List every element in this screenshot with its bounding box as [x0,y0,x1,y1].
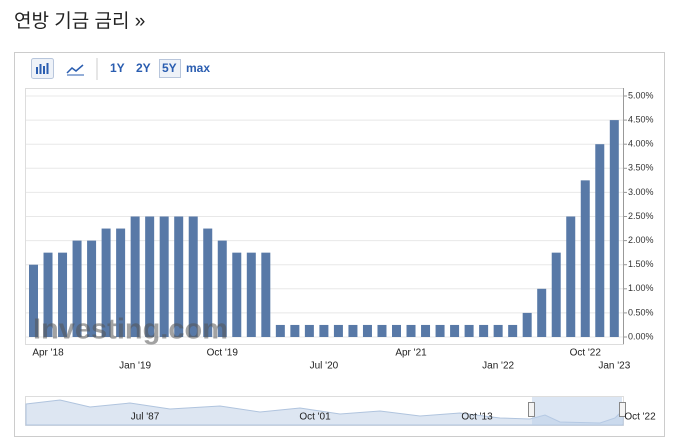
x-tick-label: Jan '22 [482,361,514,372]
bar [595,144,605,337]
x-tick-label: Apr '18 [32,348,64,359]
bar-chart-button[interactable] [31,58,54,79]
bar [72,240,82,337]
y-tick-label: 1.00% [628,283,654,293]
chart-title: 연방 기금 금리 » [14,10,145,32]
bar [333,324,343,337]
bar [275,324,285,337]
bar [188,216,198,337]
y-tick-label: 0.50% [628,307,654,317]
y-tick-label: 5.00% [628,90,654,100]
bar [159,216,169,337]
range-button[interactable]: max [186,61,210,75]
y-tick-label: 1.50% [628,259,654,269]
y-tick-label: 2.00% [628,235,654,245]
bar [58,252,68,337]
bar [43,252,53,337]
bar [116,228,126,337]
y-tick-label: 3.00% [628,187,654,197]
bar [609,120,619,337]
x-tick-label: Jan '19 [119,361,151,372]
bar [29,264,38,337]
navigator-label: Oct '22 [624,412,656,423]
x-tick-label: Jul '20 [310,361,339,372]
y-tick-label: 0.00% [628,331,654,341]
bar [377,324,387,337]
bar [522,312,532,337]
bar [406,324,416,337]
navigator-window[interactable] [532,397,622,425]
y-tick-label: 4.50% [628,114,654,124]
bar [232,252,242,337]
navigator-label: Oct '13 [461,412,493,423]
bar [580,180,590,337]
x-tick-label: Oct '19 [207,348,239,359]
bar [464,324,474,337]
bar [101,228,111,337]
bar [450,324,460,337]
bars [29,120,619,337]
navigator-handle[interactable] [528,402,535,417]
bar [392,324,401,337]
bar [551,252,561,337]
bar [87,240,97,337]
y-tick-label: 4.00% [628,139,654,149]
navigator-label: Jul '87 [131,412,160,423]
navigator-handle[interactable] [619,402,626,417]
bar [479,324,489,337]
bar [508,324,518,337]
bar [421,324,431,337]
x-tick-label: Oct '22 [570,348,602,359]
bar [261,252,271,337]
y-tick-label: 2.50% [628,211,654,221]
bar [290,324,300,337]
line-chart-button[interactable] [66,64,84,74]
bar [145,216,155,337]
bar [537,288,547,337]
range-button[interactable]: 1Y [110,61,125,75]
bar [203,228,213,337]
bar [435,324,445,337]
x-tick-label: Jan '23 [598,361,630,372]
bar-icon [36,63,49,74]
bar [246,252,256,337]
navigator-label: Oct '01 [299,412,331,423]
bar [348,324,358,337]
range-button[interactable]: 5Y [162,61,177,75]
bar [217,240,227,337]
bar [566,216,576,337]
range-button[interactable]: 2Y [136,61,151,75]
bar [319,324,329,337]
watermark: Investing.com [33,314,228,346]
bar [130,216,140,337]
x-tick-label: Apr '21 [395,348,427,359]
bar [304,324,314,337]
active-range [159,59,181,78]
bar [493,324,503,337]
bar [362,324,372,337]
y-tick-label: 3.50% [628,163,654,173]
bar [174,216,184,337]
